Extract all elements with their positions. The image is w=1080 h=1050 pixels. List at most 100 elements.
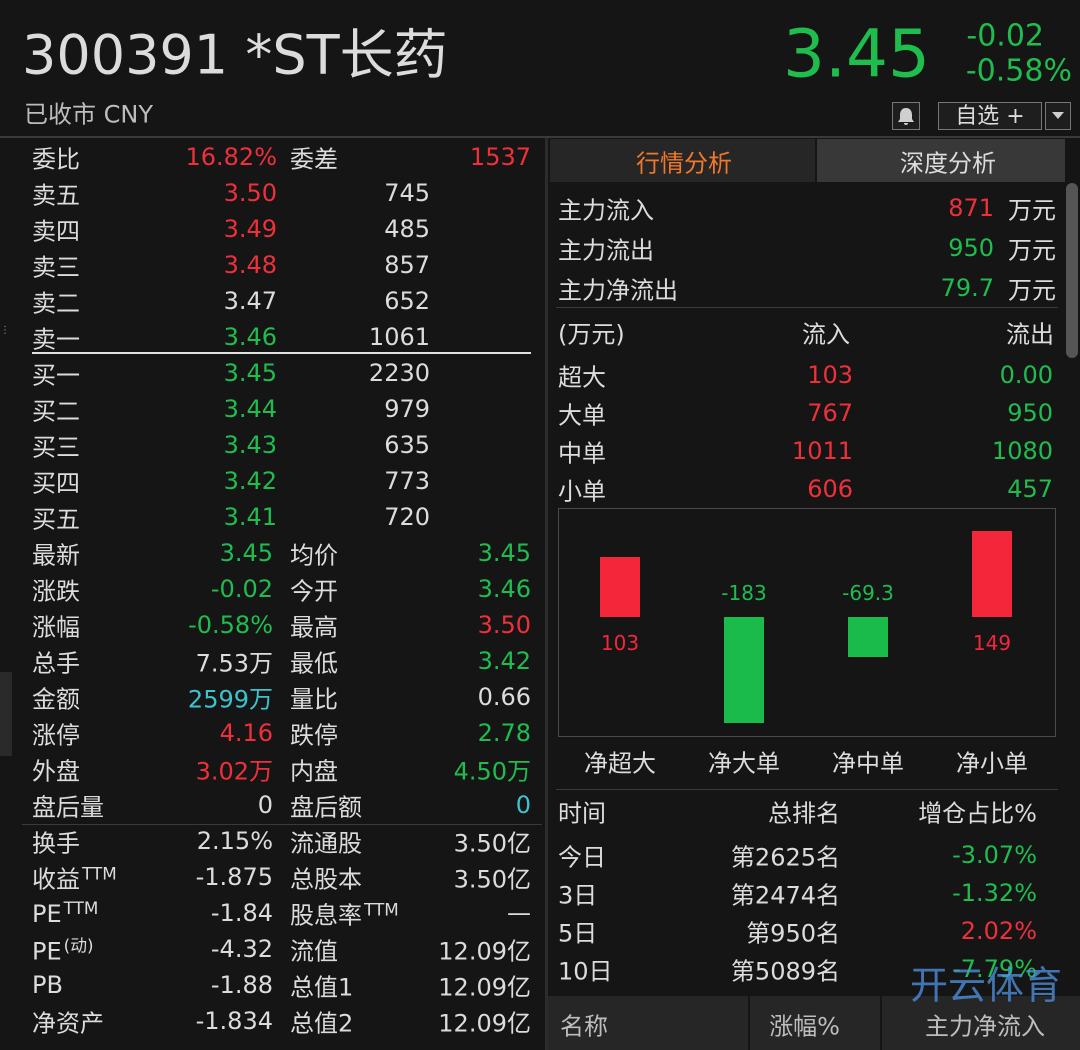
analysis-tab[interactable]	[550, 139, 815, 182]
quote-label-text: 净资产	[32, 1009, 104, 1038]
level-volume: 857	[384, 251, 430, 279]
quote-value: 2.15%	[196, 827, 273, 855]
quote-label-text: 跌停	[290, 721, 338, 750]
quote-value: 0	[257, 791, 273, 819]
quote-label: 收益 TTM	[32, 860, 117, 895]
header-divider	[0, 136, 1080, 138]
quote-label-text: 总股本	[290, 865, 362, 894]
quote-label: PE (动)	[32, 933, 94, 966]
net-flow-bar	[972, 530, 1012, 617]
quote-label-text: 金额	[32, 685, 80, 714]
list-column-header[interactable]: 名称	[560, 1012, 608, 1041]
bottom-bar	[548, 996, 1080, 1050]
level-label: 买三	[32, 433, 80, 462]
watchlist-dropdown[interactable]	[1045, 102, 1071, 130]
analysis-tab[interactable]	[817, 139, 1065, 182]
quote-value: 4.16	[219, 719, 273, 747]
list-column-header[interactable]: 主力净流入	[925, 1012, 1045, 1041]
flow-value: 950	[948, 234, 994, 262]
quote-label: PE TTM	[32, 898, 98, 928]
quote-value: 3.46	[477, 575, 531, 603]
flow-row-in: 606	[807, 475, 853, 503]
quote-label: 流值	[290, 932, 338, 967]
flow-row-label: 中单	[558, 439, 606, 468]
summary-value: 1537	[469, 143, 531, 171]
quote-label: 最低	[290, 644, 338, 679]
market-status: 已收市 CNY	[24, 100, 153, 129]
quote-label-text: 涨幅	[32, 613, 80, 642]
chart-separator	[556, 789, 1058, 790]
flow-value: 79.7	[940, 274, 994, 302]
collapse-handle[interactable]	[0, 672, 12, 756]
quote-label: 总手	[32, 644, 80, 679]
ranking-share: 2.02%	[960, 917, 1037, 945]
flow-row-in: 767	[807, 399, 853, 427]
quote-label-text: PE	[32, 899, 62, 928]
bottom-divider	[880, 996, 882, 1050]
quote-label-text: PE	[32, 937, 62, 966]
quote-label-text: 盘后额	[290, 793, 362, 822]
quote-label: 金额	[32, 680, 80, 715]
quote-label-text: 换手	[32, 829, 80, 858]
left-handle[interactable]: ⋮	[0, 325, 10, 336]
level-volume: 485	[384, 215, 430, 243]
quote-value: 2.78	[477, 719, 531, 747]
quote-label-text: 最新	[32, 541, 80, 570]
price-change: -0.02	[966, 18, 1044, 54]
quote-label: 总值2	[290, 1004, 353, 1039]
tab-label[interactable]: 行情分析	[636, 149, 732, 178]
stock-code: 300391	[22, 23, 229, 87]
quote-label: 盘后量	[32, 788, 104, 823]
net-flow-bar	[848, 617, 888, 658]
bar-value-label: 103	[600, 631, 640, 655]
quote-label-text: 股息率	[290, 901, 362, 930]
bar-category-label: 净中单	[832, 749, 904, 778]
quote-label-text: 内盘	[290, 757, 338, 786]
quote-label-text: 总手	[32, 649, 80, 678]
row-separator	[22, 824, 542, 825]
flow-unit: 万元	[1008, 196, 1056, 225]
quote-value: 0	[515, 791, 531, 819]
scrollbar-thumb[interactable]	[1066, 183, 1078, 358]
quote-value: 12.09亿	[438, 1009, 531, 1038]
flow-row-in: 103	[807, 361, 853, 389]
quote-value: -1.88	[210, 971, 273, 999]
bar-value-label: -183	[721, 581, 767, 605]
quote-label-text: PB	[32, 971, 63, 999]
quote-label: 量比	[290, 680, 338, 715]
quote-label-text: 流值	[290, 937, 338, 966]
flow-row-in: 1011	[791, 437, 853, 465]
list-column-header[interactable]: 涨幅%	[769, 1012, 840, 1041]
watchlist-button[interactable]: 自选 +	[938, 102, 1042, 130]
quote-value: -1.834	[195, 1007, 273, 1035]
stock-code-name: 300391 *ST长药	[22, 11, 448, 90]
quote-label: 涨跌	[32, 572, 80, 607]
level-price: 3.43	[223, 431, 277, 459]
quote-value: —	[507, 899, 531, 927]
level-volume: 773	[384, 467, 430, 495]
quote-label: 股息率 TTM	[290, 896, 399, 931]
flow-row-out: 1080	[991, 437, 1053, 465]
quote-value: 3.45	[477, 539, 531, 567]
ranking-rank: 第2474名	[730, 881, 840, 910]
quote-value: 7.53万	[195, 649, 273, 678]
quote-label: 换手	[32, 824, 80, 859]
quote-label-text: 外盘	[32, 757, 80, 786]
tab-label[interactable]: 深度分析	[900, 149, 996, 178]
quote-value: 12.09亿	[438, 937, 531, 966]
ranking-header: 总排名	[768, 799, 840, 828]
level-price: 3.49	[223, 215, 277, 243]
summary-value: 16.82%	[185, 143, 277, 171]
quote-label-text: 盘后量	[32, 793, 104, 822]
bell-button[interactable]	[892, 102, 920, 130]
level-label: 买五	[32, 505, 80, 534]
quote-label: 净资产	[32, 1004, 104, 1039]
level-price: 3.46	[223, 323, 277, 351]
quote-label: 外盘	[32, 752, 80, 787]
bar-value-label: 149	[972, 631, 1012, 655]
quote-label-text: 均价	[290, 541, 338, 570]
quote-label: 内盘	[290, 752, 338, 787]
quote-value: 3.45	[219, 539, 273, 567]
flow-unit: 万元	[1008, 236, 1056, 265]
quote-value: -0.58%	[188, 611, 273, 639]
